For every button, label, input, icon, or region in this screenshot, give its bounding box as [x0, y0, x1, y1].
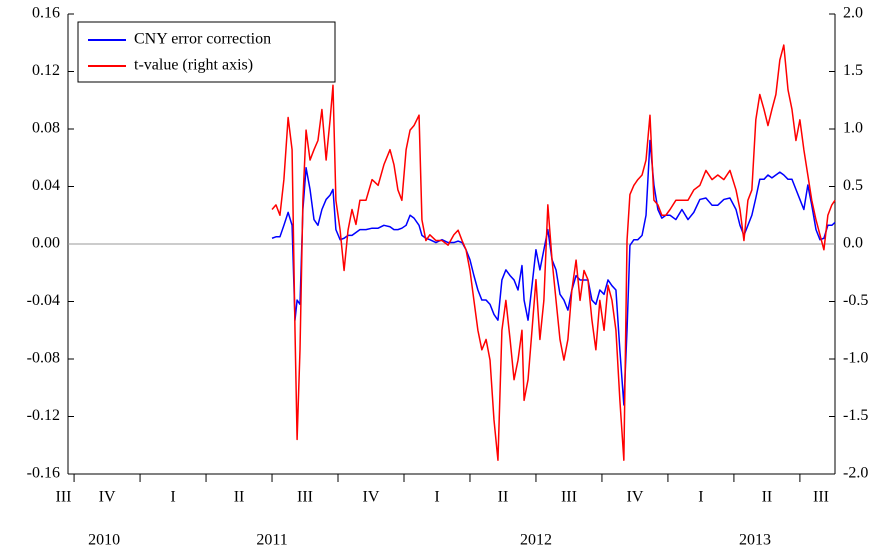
- y-tick-label: -0.12: [27, 407, 60, 424]
- year-label: 2010: [88, 532, 120, 549]
- x-tick-label: IV: [363, 489, 380, 506]
- y-tick-label: 0.12: [32, 62, 60, 79]
- x-tick-label: IV: [99, 489, 116, 506]
- y2-tick-label: -1.5: [843, 407, 868, 424]
- year-label: 2012: [520, 532, 552, 549]
- x-tick-label: III: [56, 489, 72, 506]
- y2-tick-label: -0.5: [843, 292, 868, 309]
- y2-tick-label: -2.0: [843, 465, 868, 482]
- x-tick-label: IV: [626, 489, 643, 506]
- y2-tick-label: 1.0: [843, 120, 863, 137]
- x-tick-label: II: [762, 489, 773, 506]
- x-tick-label: I: [434, 489, 439, 506]
- x-tick-label: II: [234, 489, 245, 506]
- legend-label: t-value (right axis): [134, 57, 253, 74]
- y-tick-label: 0.16: [32, 5, 60, 22]
- y-tick-label: 0.08: [32, 120, 60, 137]
- x-tick-label: III: [813, 489, 829, 506]
- y-tick-label: 0.04: [32, 177, 60, 194]
- legend-label: CNY error correction: [134, 31, 271, 48]
- y-tick-label: -0.16: [27, 465, 60, 482]
- x-tick-label: II: [498, 489, 509, 506]
- y-tick-label: 0.00: [32, 235, 60, 252]
- x-tick-label: III: [561, 489, 577, 506]
- y2-tick-label: 2.0: [843, 5, 863, 22]
- y2-tick-label: 0.0: [843, 235, 863, 252]
- y2-tick-label: 1.5: [843, 62, 863, 79]
- x-tick-label: I: [698, 489, 703, 506]
- legend: CNY error correction t-value (right axis): [77, 21, 336, 83]
- legend-box: [77, 21, 336, 83]
- x-tick-label: III: [297, 489, 313, 506]
- series-line: [271, 139, 836, 406]
- y2-tick-label: -1.0: [843, 350, 868, 367]
- y2-tick-label: 0.5: [843, 177, 863, 194]
- year-label: 2011: [256, 532, 287, 549]
- x-tick-label: I: [170, 489, 175, 506]
- series-line: [271, 44, 836, 461]
- y-tick-label: -0.08: [27, 350, 60, 367]
- year-label: 2013: [739, 532, 771, 549]
- y-tick-label: -0.04: [27, 292, 60, 309]
